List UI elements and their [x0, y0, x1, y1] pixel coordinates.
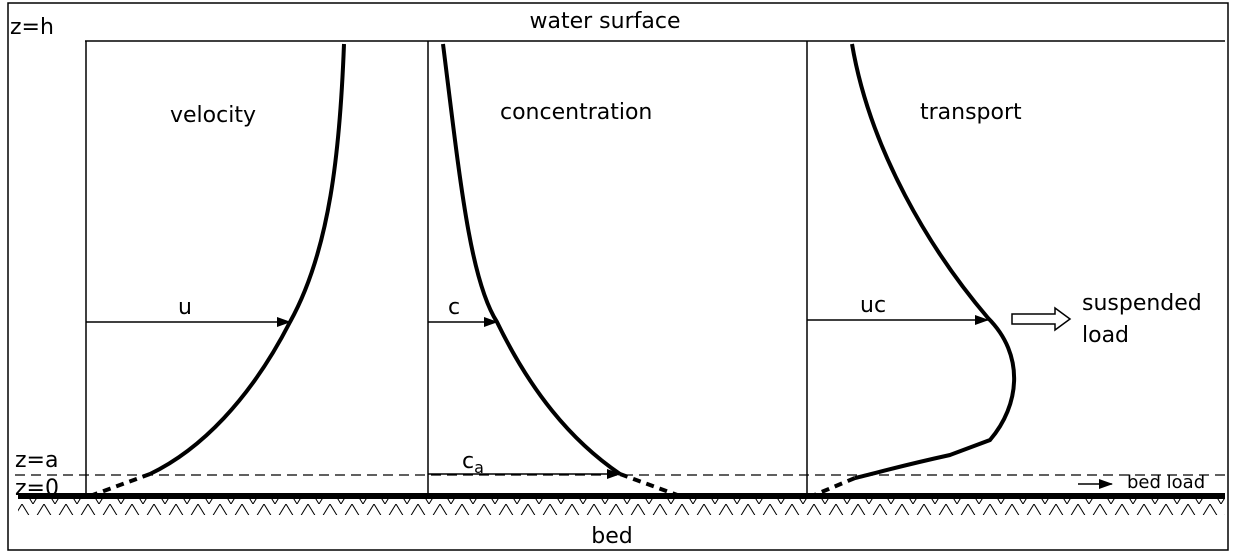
hollow-arrow: [1011, 306, 1072, 332]
load-label: bed load: [1127, 472, 1205, 493]
transport-profile-extension: [811, 476, 856, 498]
reference-symbol: ca: [462, 449, 484, 477]
level-label: z=h: [10, 15, 54, 40]
velocity-profile-extension: [89, 472, 151, 498]
symbol: uc: [860, 293, 886, 318]
level-label: z=a: [15, 448, 58, 473]
surface-label: water surface: [530, 9, 681, 34]
load-label: load: [1082, 323, 1129, 348]
symbol-base: c: [462, 449, 474, 474]
concentration-profile-extension: [619, 472, 681, 498]
symbol: c: [448, 295, 460, 320]
transport-profile: [850, 43, 1017, 480]
profile-title: velocity: [170, 103, 256, 128]
load-label: suspended: [1082, 291, 1202, 316]
bed-hatch: [18, 498, 1225, 515]
profile-title: transport: [920, 100, 1022, 125]
level-label: z=0: [15, 476, 59, 501]
profile-title: concentration: [500, 100, 652, 125]
frame: [7, 2, 1229, 551]
bed-label: bed: [591, 524, 632, 549]
symbol-subscript: a: [474, 458, 484, 477]
symbol: u: [178, 295, 192, 320]
